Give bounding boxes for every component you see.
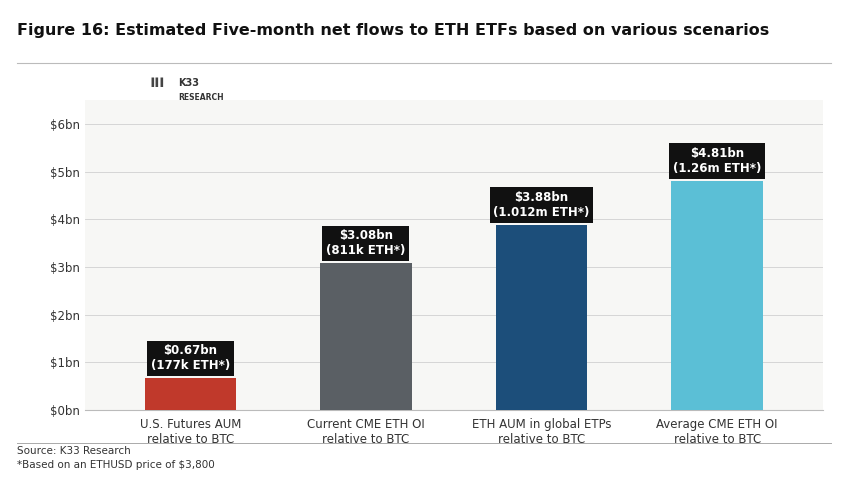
Text: K33: K33 (178, 78, 199, 88)
Text: $3.08bn
(811k ETH*): $3.08bn (811k ETH*) (326, 230, 405, 258)
Text: RESEARCH: RESEARCH (178, 92, 224, 102)
Text: $0.67bn
(177k ETH*): $0.67bn (177k ETH*) (151, 344, 230, 372)
Text: $3.88bn
(1.012m ETH*): $3.88bn (1.012m ETH*) (494, 191, 589, 219)
Bar (144, 378, 236, 410)
Text: ▐▐▐: ▐▐▐ (148, 78, 164, 87)
Text: Source: K33 Research
*Based on an ETHUSD price of $3,800: Source: K33 Research *Based on an ETHUSD… (17, 446, 215, 470)
Text: Figure 16: Estimated Five-month net flows to ETH ETFs based on various scenarios: Figure 16: Estimated Five-month net flow… (17, 22, 769, 38)
Bar (672, 180, 763, 410)
Bar (321, 263, 411, 410)
Text: $4.81bn
(1.26m ETH*): $4.81bn (1.26m ETH*) (673, 147, 762, 175)
Bar (496, 225, 587, 410)
